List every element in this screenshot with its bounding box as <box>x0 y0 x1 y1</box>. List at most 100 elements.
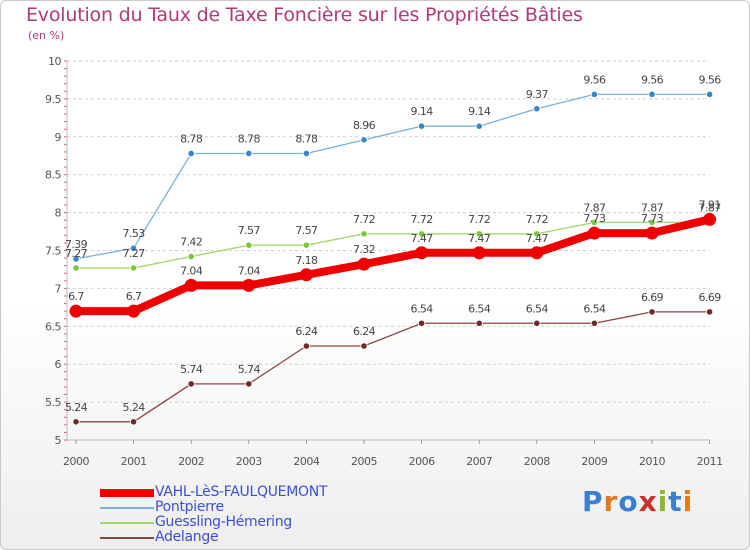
data-point-guessling-h-mering <box>360 230 368 238</box>
data-point-adelange <box>302 342 310 350</box>
data-point-guessling-h-mering <box>187 252 195 261</box>
data-point-vahl-l-s-faulquemont <box>530 246 544 260</box>
series-line-adelange <box>76 311 710 423</box>
data-label-adelange: 6.54 <box>411 302 434 315</box>
data-point-adelange <box>533 319 541 327</box>
data-label-vahl-l-s-faulquemont: 7.91 <box>699 198 721 211</box>
data-label-guessling-h-mering: 7.72 <box>468 213 490 226</box>
data-point-vahl-l-s-faulquemont <box>645 226 659 240</box>
x-tick-label: 2009 <box>581 455 607 468</box>
y-tick-label: 8 <box>55 207 62 220</box>
data-point-adelange <box>187 380 195 388</box>
legend-label: Pontpierre <box>155 499 224 515</box>
x-tick-label: 2010 <box>639 455 665 468</box>
data-point-vahl-l-s-faulquemont <box>127 304 141 318</box>
data-point-pontpierre <box>648 90 656 98</box>
data-point-adelange <box>648 308 656 316</box>
data-point-pontpierre <box>475 122 483 130</box>
data-point-vahl-l-s-faulquemont <box>415 246 429 260</box>
legend-swatch <box>100 537 154 539</box>
data-label-guessling-h-mering: 7.27 <box>65 247 88 260</box>
y-tick-label: 8.5 <box>45 169 61 182</box>
y-unit-label: (en %) <box>28 29 65 42</box>
data-label-pontpierre: 9.37 <box>526 88 549 101</box>
y-tick-label: 6.5 <box>45 320 61 333</box>
logo-letter: r <box>603 485 619 518</box>
data-point-pontpierre <box>705 90 714 98</box>
data-label-adelange: 6.54 <box>526 302 549 315</box>
proxiti-logo: Proxiti <box>582 485 693 518</box>
x-tick-label: 2006 <box>409 455 435 468</box>
x-tick-label: 2008 <box>524 455 550 468</box>
data-point-pontpierre <box>590 90 599 98</box>
data-label-pontpierre: 9.56 <box>583 73 606 86</box>
data-label-pontpierre: 8.78 <box>180 132 203 145</box>
legend-swatch <box>100 489 154 497</box>
legend-item-adelange: Adelange <box>100 529 420 545</box>
data-label-pontpierre: 7.53 <box>123 227 146 240</box>
y-tick-label: 9 <box>55 131 62 144</box>
data-point-vahl-l-s-faulquemont <box>703 212 717 226</box>
data-label-pontpierre: 7.39 <box>65 238 88 251</box>
data-label-guessling-h-mering: 7.72 <box>411 213 433 226</box>
data-label-guessling-h-mering: 7.87 <box>583 201 606 214</box>
data-label-adelange: 6.54 <box>583 302 606 315</box>
data-point-adelange <box>705 308 714 316</box>
data-point-vahl-l-s-faulquemont <box>299 268 313 282</box>
x-tick-label: 2000 <box>63 455 89 468</box>
logo-letter: i <box>682 485 694 518</box>
data-label-vahl-l-s-faulquemont: 7.73 <box>583 212 606 225</box>
data-label-adelange: 5.24 <box>65 401 88 414</box>
x-tick-label: 2003 <box>236 455 262 468</box>
data-point-pontpierre <box>417 122 426 130</box>
data-label-adelange: 6.69 <box>641 291 664 304</box>
data-point-guessling-h-mering <box>72 264 80 272</box>
series-line-vahl-l-s-faulquemont <box>72 215 714 316</box>
data-point-pontpierre <box>360 136 368 144</box>
data-label-guessling-h-mering: 7.42 <box>180 236 202 249</box>
data-label-adelange: 6.24 <box>353 325 376 338</box>
data-point-guessling-h-mering <box>475 230 483 238</box>
data-label-guessling-h-mering: 7.27 <box>123 247 146 260</box>
data-label-vahl-l-s-faulquemont: 7.47 <box>411 232 434 245</box>
data-label-guessling-h-mering: 7.57 <box>238 224 261 237</box>
data-point-adelange <box>245 380 253 388</box>
y-tick-label: 9.5 <box>45 93 61 106</box>
data-label-vahl-l-s-faulquemont: 7.32 <box>353 243 375 256</box>
legend-label: VAHL-LèS-FAULQUEMONT <box>155 484 328 500</box>
data-point-guessling-h-mering <box>648 218 656 227</box>
data-point-vahl-l-s-faulquemont <box>69 304 83 318</box>
x-tick-label: 2011 <box>697 455 723 468</box>
legend-item-pontpierre: Pontpierre <box>100 499 420 515</box>
data-label-vahl-l-s-faulquemont: 6.7 <box>68 290 84 303</box>
data-label-pontpierre: 8.78 <box>295 132 318 145</box>
data-label-guessling-h-mering: 7.87 <box>699 201 722 214</box>
series-line-guessling-h-mering <box>76 221 710 269</box>
data-point-guessling-h-mering <box>245 241 253 249</box>
data-label-vahl-l-s-faulquemont: 7.04 <box>180 264 203 277</box>
data-label-guessling-h-mering: 7.57 <box>295 224 318 237</box>
data-point-pontpierre <box>533 105 541 113</box>
data-point-pontpierre <box>245 149 253 158</box>
data-label-adelange: 5.74 <box>238 363 261 376</box>
data-point-guessling-h-mering <box>302 241 310 249</box>
data-point-adelange <box>475 319 483 327</box>
data-point-pontpierre <box>302 149 310 158</box>
data-label-adelange: 6.54 <box>468 302 491 315</box>
logo-letter: t <box>668 485 683 518</box>
y-tick-label: 10 <box>48 55 61 68</box>
y-tick-label: 7.5 <box>45 245 61 258</box>
data-label-vahl-l-s-faulquemont: 7.73 <box>641 212 664 225</box>
data-label-guessling-h-mering: 7.72 <box>353 213 375 226</box>
data-point-vahl-l-s-faulquemont <box>242 278 256 292</box>
data-point-pontpierre <box>130 244 138 252</box>
data-label-vahl-l-s-faulquemont: 7.47 <box>468 232 491 245</box>
data-label-pontpierre: 8.96 <box>353 119 376 132</box>
legend-swatch <box>100 522 154 524</box>
series-line-pontpierre <box>75 93 710 260</box>
chart-title: Evolution du Taux de Taxe Foncière sur l… <box>26 4 583 26</box>
y-tick-label: 7 <box>55 282 62 295</box>
data-point-adelange <box>360 342 368 350</box>
data-label-adelange: 6.24 <box>295 325 318 338</box>
